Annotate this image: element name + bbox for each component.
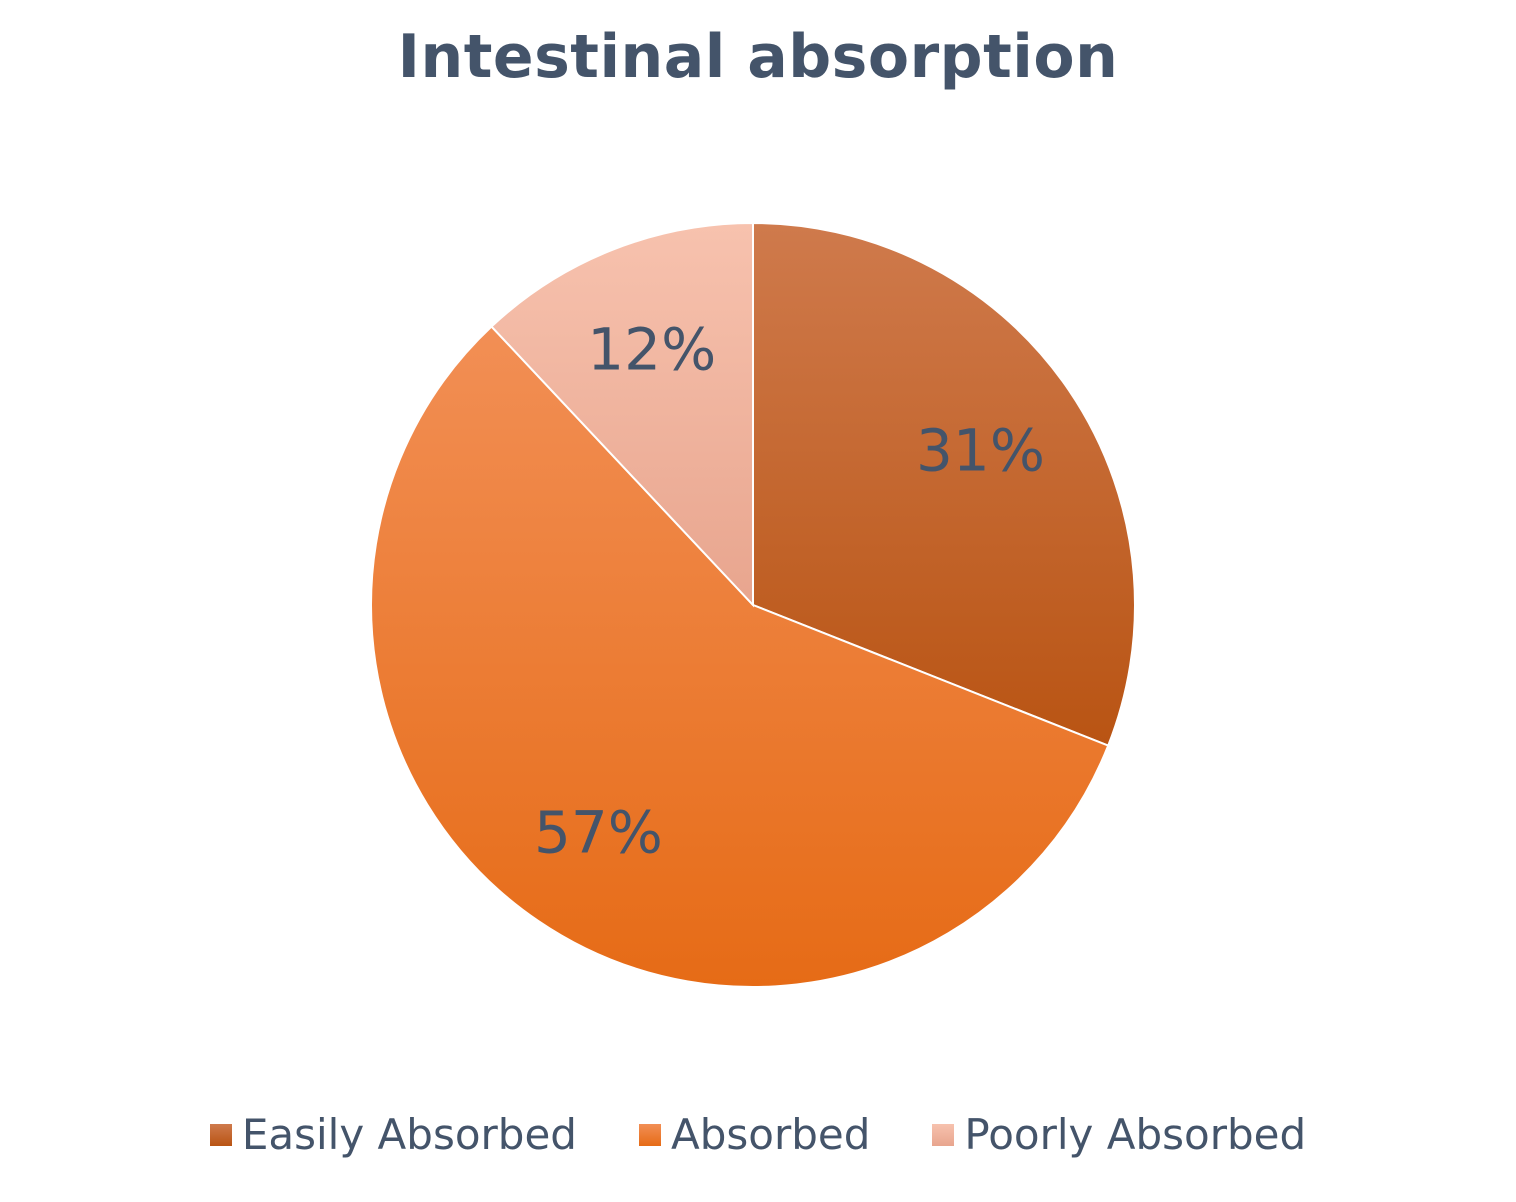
- slice-label-absorbed: 57%: [534, 798, 663, 866]
- legend-entry-easily-absorbed: Easily Absorbed: [209, 1110, 577, 1159]
- legend-label: Easily Absorbed: [241, 1110, 577, 1159]
- slice-label-poorly-absorbed: 12%: [587, 315, 716, 383]
- legend-swatch-poorly-absorbed: [932, 1123, 955, 1146]
- pie-slice-easily-absorbed: [752, 221, 1136, 747]
- legend-label: Poorly Absorbed: [964, 1110, 1307, 1159]
- legend-swatch-absorbed: [638, 1123, 661, 1146]
- chart-title: Intestinal absorption: [397, 22, 1119, 92]
- legend-entry-absorbed: Absorbed: [638, 1110, 871, 1159]
- legend: Easily Absorbed Absorbed Poorly Absorbed: [0, 1110, 1516, 1159]
- legend-label: Absorbed: [670, 1110, 871, 1159]
- pie-slice-absorbed: [370, 325, 1110, 989]
- pie-slice-poorly-absorbed: [490, 221, 754, 608]
- legend-entry-poorly-absorbed: Poorly Absorbed: [932, 1110, 1306, 1159]
- legend-swatch-easily-absorbed: [209, 1123, 232, 1146]
- slice-label-easily-absorbed: 31%: [916, 416, 1045, 484]
